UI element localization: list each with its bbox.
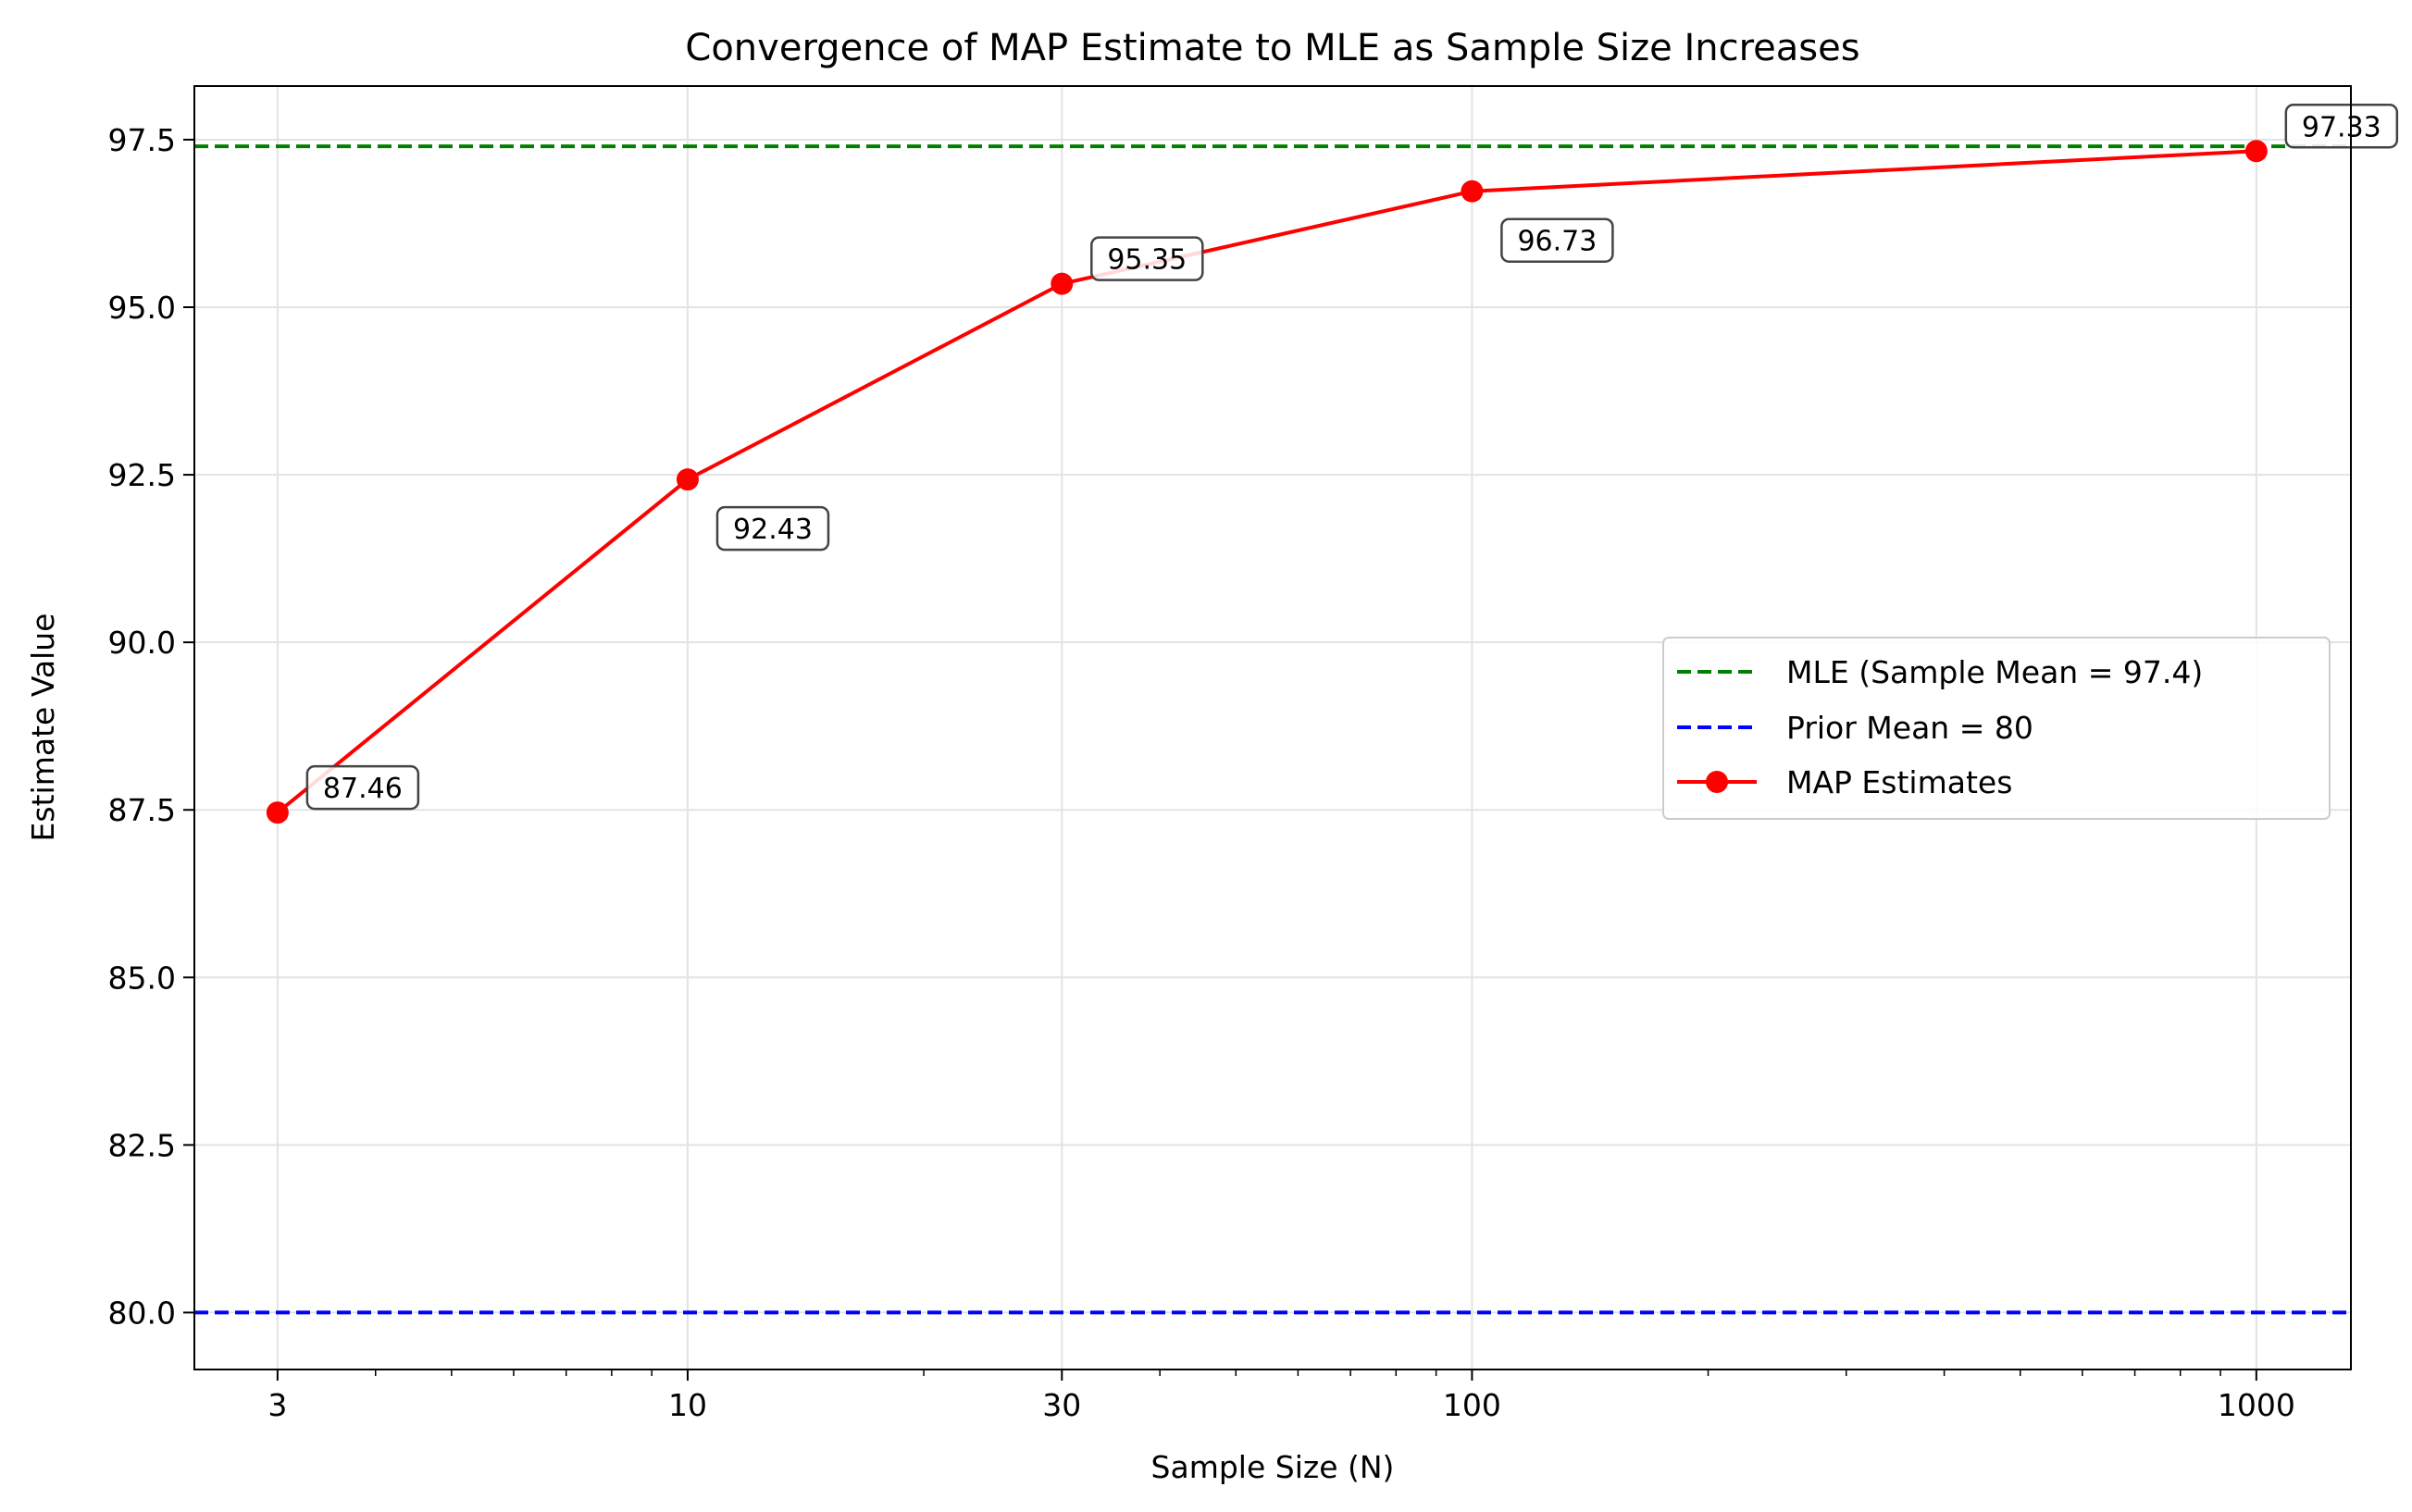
plot-frame — [193, 85, 2352, 1370]
y-tick-label: 82.5 — [108, 1127, 176, 1163]
data-label: 95.35 — [1107, 244, 1187, 277]
legend-label-map: MAP Estimates — [1786, 764, 2012, 800]
data-point — [1461, 180, 1484, 203]
x-axis: 3 10 30 100 1000 — [267, 1369, 2295, 1423]
y-tick-label: 92.5 — [108, 457, 176, 493]
reference-lines — [194, 144, 2351, 1315]
data-point — [676, 468, 699, 491]
x-tick-label: 3 — [267, 1387, 287, 1423]
y-tick-label: 80.0 — [108, 1295, 176, 1331]
y-axis-title: Estimate Value — [25, 613, 61, 842]
data-point — [2244, 140, 2268, 163]
series-map-estimates — [266, 140, 2268, 824]
x-tick-label: 100 — [1443, 1387, 1501, 1423]
legend: MLE (Sample Mean = 97.4) Prior Mean = 80… — [1662, 637, 2331, 820]
data-label: 87.46 — [323, 773, 403, 805]
data-label-box — [1090, 236, 1204, 281]
data-point — [1051, 272, 1074, 295]
data-label-box — [305, 764, 420, 811]
x-tick-label: 10 — [668, 1387, 707, 1423]
data-label-box — [2284, 104, 2399, 149]
x-tick-label: 30 — [1042, 1387, 1081, 1423]
data-point — [266, 801, 289, 824]
y-tick-label: 87.5 — [108, 792, 176, 828]
y-tick-label: 97.5 — [108, 122, 176, 158]
data-label-box — [1500, 217, 1614, 263]
legend-box — [1662, 637, 2331, 820]
data-label: 97.33 — [2302, 111, 2381, 143]
data-label: 96.73 — [1517, 226, 1597, 258]
data-label-box — [715, 505, 830, 552]
y-tick-label: 95.0 — [108, 290, 176, 326]
y-tick-label: 85.0 — [108, 960, 176, 996]
y-axis: 80.0 82.5 85.0 87.5 90.0 92.5 95.0 97.5 — [108, 122, 194, 1331]
y-tick-label: 90.0 — [108, 625, 176, 661]
data-label: 92.43 — [733, 514, 813, 546]
x-tick-label: 1000 — [2218, 1387, 2295, 1423]
legend-label-mle: MLE (Sample Mean = 97.4) — [1786, 654, 2203, 690]
legend-label-prior: Prior Mean = 80 — [1786, 710, 2033, 746]
point-labels: 87.46 92.43 95.35 96.73 97.33 — [305, 104, 2399, 811]
chart-title: Convergence of MAP Estimate to MLE as Sa… — [685, 27, 1859, 69]
x-axis-title: Sample Size (N) — [1151, 1449, 1395, 1485]
legend-marker-map — [1706, 771, 1728, 793]
